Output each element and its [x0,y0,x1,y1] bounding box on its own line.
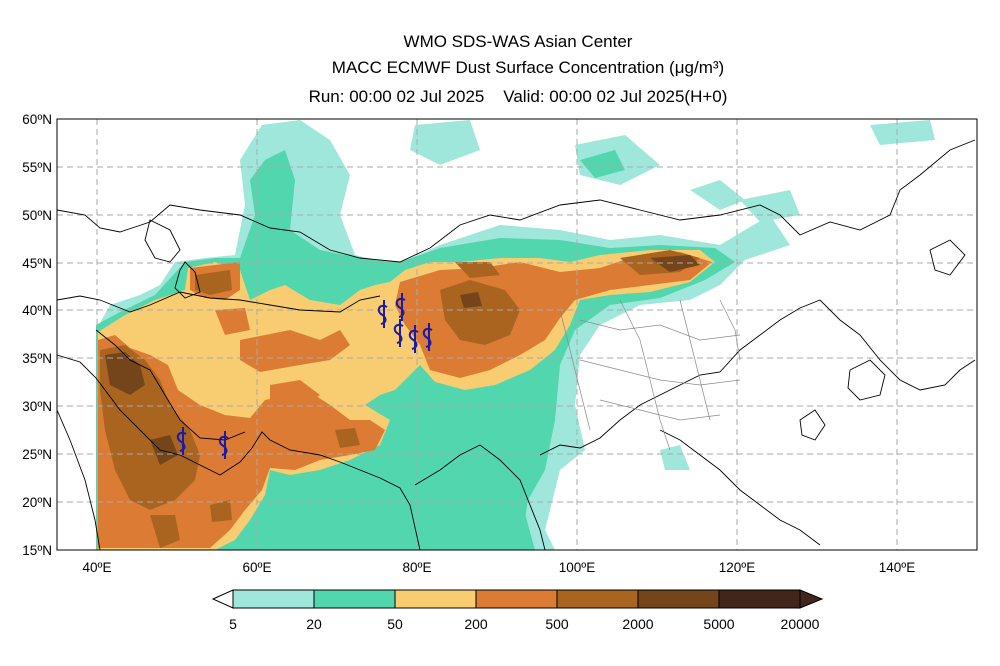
dust-storm-icon [393,319,404,347]
lat-label: 45ºN [22,256,52,271]
map-frame [56,118,978,551]
gridlines [57,119,977,550]
coastlines [57,139,976,550]
lat-label: 40ºN [22,303,52,318]
lon-label: 40ºE [83,560,112,575]
longitude-labels: 40ºE 60ºE 80ºE 100ºE 120ºE 140ºE [83,560,916,575]
lat-label: 55ºN [22,160,52,175]
lat-label: 35ºN [22,351,52,366]
colorbar-label: 5 [229,616,237,632]
colorbar-swatch [718,589,801,609]
colorbar-arrow-high [799,589,824,609]
colorbar-swatch [232,589,315,609]
colorbar-labels: 5 20 50 200 500 2000 5000 20000 [229,616,820,632]
colorbar-label: 2000 [622,616,653,632]
colorbar [211,589,824,609]
colorbar-swatch [637,589,720,609]
colorbar-swatch [475,589,558,609]
colorbar-swatch [394,589,477,609]
dust-storm-icon [422,323,433,351]
lon-label: 60ºE [243,560,272,575]
colorbar-label: 20 [306,616,322,632]
lon-label: 80ºE [403,560,432,575]
lat-label: 25ºN [22,447,52,462]
colorbar-label: 20000 [781,616,820,632]
colorbar-label: 500 [545,616,569,632]
colorbar-swatch [556,589,639,609]
lon-label: 140ºE [879,560,915,575]
colorbar-label: 50 [387,616,403,632]
province-borders [559,299,741,451]
lat-label: 60ºN [22,112,52,127]
latitude-labels: 60ºN 55ºN 50ºN 45ºN 40ºN 35ºN 30ºN 25ºN … [22,112,52,558]
lat-label: 50ºN [22,208,52,223]
colorbar-swatch [313,589,396,609]
colorbar-label: 200 [464,616,488,632]
dust-storm-icon [408,325,419,353]
colorbar-label: 5000 [703,616,734,632]
dust-storm-icon [377,300,388,328]
lon-label: 120ºE [719,560,755,575]
dust-storm-icon [218,431,229,459]
chart-title-run-valid: Run: 00:00 02 Jul 2025 Valid: 00:00 02 J… [308,87,728,106]
dust-storm-icon [395,293,406,321]
dust-storm-icon [176,427,187,455]
dust-storm-symbols [176,293,433,459]
lat-label: 15ºN [22,543,52,558]
lat-label: 30ºN [22,399,52,414]
chart-title-product: MACC ECMWF Dust Surface Concentration (μ… [331,58,725,77]
lon-label: 100ºE [559,560,595,575]
lat-label: 20ºN [22,495,52,510]
colorbar-arrow-low [211,589,234,609]
chart-title-center: WMO SDS-WAS Asian Center [403,32,633,51]
dust-field [96,120,935,550]
